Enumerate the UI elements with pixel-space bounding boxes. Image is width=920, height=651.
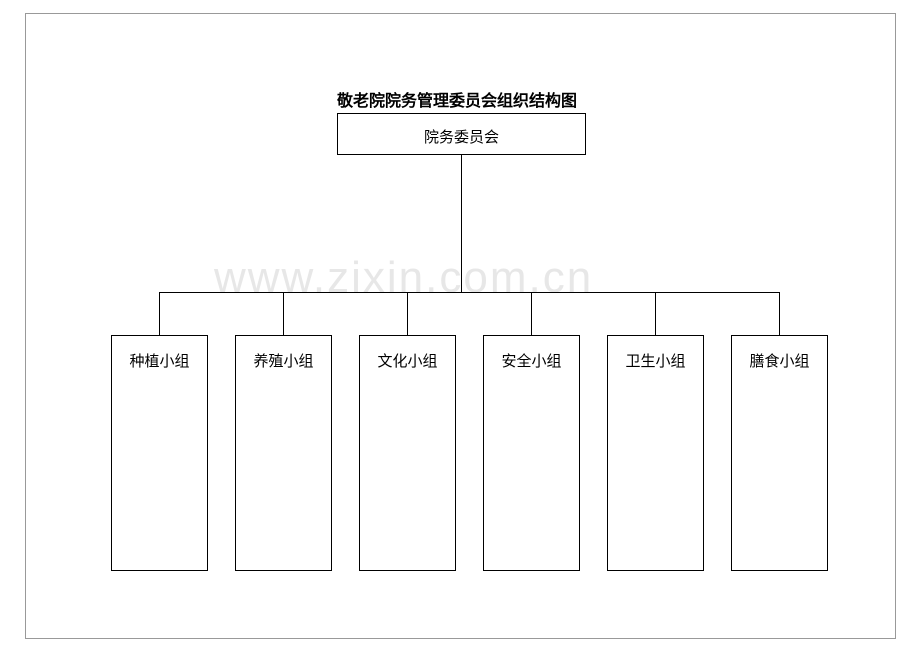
connector-drop	[779, 292, 780, 335]
org-child-label: 种植小组	[112, 350, 207, 371]
org-child-box: 养殖小组	[235, 335, 332, 571]
connector-horizontal	[159, 292, 780, 293]
org-child-box: 文化小组	[359, 335, 456, 571]
connector-drop	[655, 292, 656, 335]
org-child-label: 卫生小组	[608, 350, 703, 371]
org-child-box: 种植小组	[111, 335, 208, 571]
connector-trunk	[461, 155, 462, 292]
connector-drop	[531, 292, 532, 335]
org-child-label: 膳食小组	[732, 350, 827, 371]
org-child-box: 膳食小组	[731, 335, 828, 571]
connector-drop	[283, 292, 284, 335]
org-root-box: 院务委员会	[337, 113, 586, 155]
org-child-label: 养殖小组	[236, 350, 331, 371]
connector-drop	[407, 292, 408, 335]
connector-drop	[159, 292, 160, 335]
org-root-label: 院务委员会	[338, 126, 585, 147]
chart-title: 敬老院院务管理委员会组织结构图	[337, 87, 577, 111]
org-child-label: 文化小组	[360, 350, 455, 371]
org-child-box: 卫生小组	[607, 335, 704, 571]
org-child-box: 安全小组	[483, 335, 580, 571]
org-child-label: 安全小组	[484, 350, 579, 371]
